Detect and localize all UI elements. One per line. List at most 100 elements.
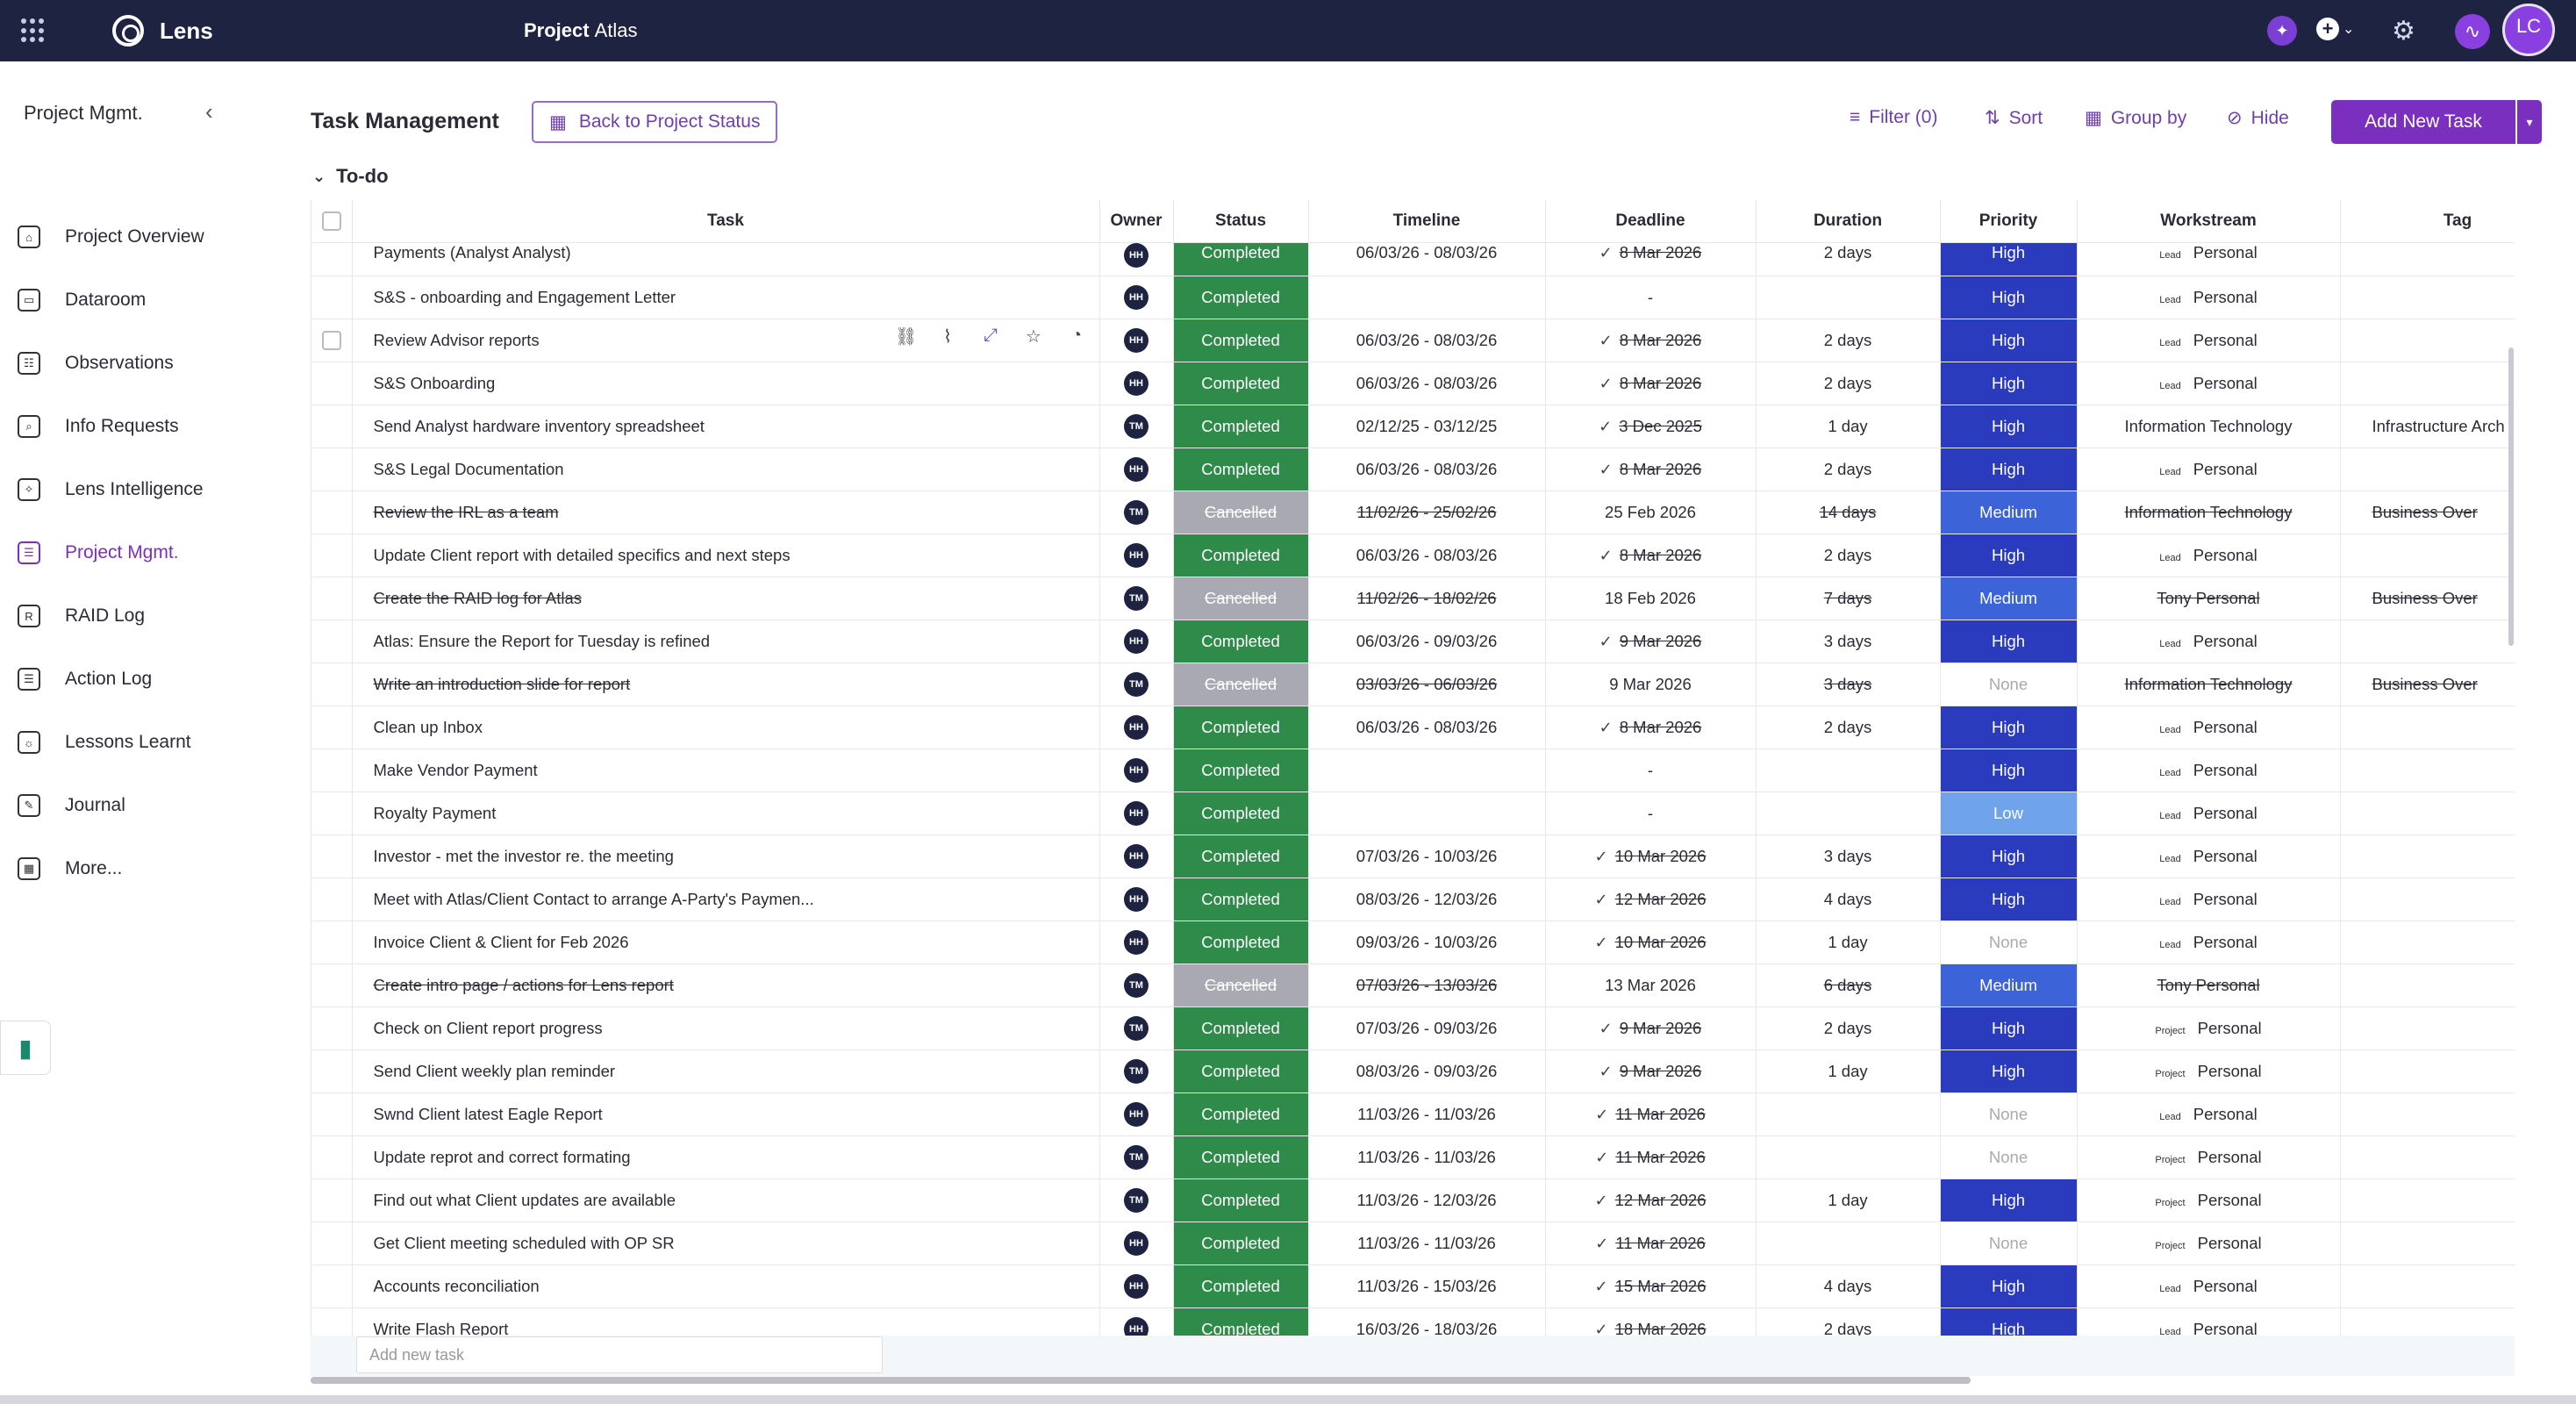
back-to-project-status-button[interactable]: ▦ Back to Project Status [532,101,778,143]
row-select-cell[interactable] [311,1264,353,1308]
tag-cell[interactable] [2340,1092,2515,1136]
row-select-cell[interactable] [311,878,353,921]
workstream-cell[interactable]: Lead Personal [2077,1307,2341,1336]
owner-cell[interactable]: HH [1099,749,1174,792]
task-name-cell[interactable]: Review the IRL as a team [352,491,1100,534]
status-cell[interactable]: Completed [1173,405,1309,448]
status-cell[interactable]: Completed [1173,1307,1309,1336]
priority-cell[interactable]: High [1940,405,2078,448]
task-name-cell[interactable]: Update Client report with detailed speci… [352,534,1100,577]
tag-cell[interactable] [2340,276,2515,319]
priority-cell[interactable]: High [1940,242,2078,276]
timeline-cell[interactable]: 06/03/26 - 08/03/26 [1308,706,1546,749]
owner-cell[interactable]: HH [1099,706,1174,749]
timeline-cell[interactable]: 11/03/26 - 11/03/26 [1308,1092,1546,1136]
group-by-button[interactable]: ▦ Group by [2085,107,2186,129]
timeline-cell[interactable]: 08/03/26 - 09/03/26 [1308,1049,1546,1093]
owner-cell[interactable]: HH [1099,1307,1174,1336]
sort-button[interactable]: ⇅ Sort [1985,107,2043,129]
workstream-cell[interactable]: Information Technology [2077,663,2341,706]
column-header-tag[interactable]: Tag [2340,200,2515,243]
task-name-cell[interactable]: Create intro page / actions for Lens rep… [352,963,1100,1007]
add-new-task-button[interactable]: Add New Task [2331,100,2515,144]
comment-icon[interactable]: ◔ [1070,326,1083,345]
workstream-cell[interactable]: Lead Personal [2077,534,2341,577]
priority-cell[interactable]: High [1940,319,2078,362]
workstream-cell[interactable]: Project Personal [2077,1221,2341,1265]
priority-cell[interactable]: High [1940,749,2078,792]
task-name-cell[interactable]: Find out what Client updates are availab… [352,1178,1100,1222]
tag-cell[interactable] [2340,792,2515,835]
workstream-cell[interactable]: Lead Personal [2077,242,2341,276]
status-cell[interactable]: Completed [1173,878,1309,921]
status-cell[interactable]: Completed [1173,448,1309,491]
table-row[interactable]: S&S Onboarding HH Completed 06/03/26 - 08/0… [311,362,2515,405]
timeline-cell[interactable]: 06/03/26 - 08/03/26 [1308,319,1546,362]
priority-cell[interactable]: High [1940,276,2078,319]
table-row[interactable]: Invoice Client & Client for Feb 2026 HH Co… [311,920,2515,964]
status-cell[interactable]: Completed [1173,1135,1309,1179]
table-row[interactable]: Investor - met the investor re. the meet… [311,835,2515,878]
owner-cell[interactable]: TM [1099,577,1174,620]
task-name-cell[interactable]: Write Flash Report [352,1307,1100,1336]
tag-cell[interactable] [2340,448,2515,491]
timeline-cell[interactable]: 06/03/26 - 08/03/26 [1308,362,1546,405]
table-row[interactable]: Send Client weekly plan reminder TM Comple… [311,1049,2515,1093]
table-row[interactable]: S&S - onboarding and Engagement Letter HH… [311,276,2515,319]
workstream-cell[interactable]: Lead Personal [2077,920,2341,964]
deadline-cell[interactable]: - [1545,792,1757,835]
add-new-task-input[interactable]: Add new task [356,1336,883,1373]
lens-logo[interactable]: Lens [112,15,213,47]
priority-cell[interactable]: Low [1940,792,2078,835]
row-select-cell[interactable] [311,1006,353,1050]
tag-cell[interactable]: Business Over [2340,663,2515,706]
deadline-cell[interactable]: ✓ 12 Mar 2026 [1545,1178,1757,1222]
row-select-cell[interactable] [311,749,353,792]
timeline-cell[interactable] [1308,792,1546,835]
tag-cell[interactable] [2340,534,2515,577]
owner-cell[interactable]: HH [1099,835,1174,878]
app-grid-icon[interactable] [21,18,46,43]
row-select-cell[interactable] [311,362,353,405]
row-select-cell[interactable] [311,405,353,448]
deadline-cell[interactable]: 18 Feb 2026 [1545,577,1757,620]
workstream-cell[interactable]: Lead Personal [2077,620,2341,663]
table-row[interactable]: Make Vendor Payment HH Completed - High Lead P… [311,749,2515,792]
workstream-cell[interactable]: Project Personal [2077,1135,2341,1179]
status-cell[interactable]: Cancelled [1173,963,1309,1007]
priority-cell[interactable]: High [1940,1006,2078,1050]
task-name-cell[interactable]: Accounts reconciliation [352,1264,1100,1308]
row-select-cell[interactable] [311,491,353,534]
tag-cell[interactable] [2340,319,2515,362]
workstream-cell[interactable]: Tony Personal [2077,577,2341,620]
owner-cell[interactable]: TM [1099,1135,1174,1179]
select-all-cell[interactable] [311,200,353,243]
task-name-cell[interactable]: Check on Client report progress [352,1006,1100,1050]
status-cell[interactable]: Cancelled [1173,491,1309,534]
owner-cell[interactable]: HH [1099,362,1174,405]
workstream-cell[interactable]: Information Technology [2077,405,2341,448]
sidebar-item-more[interactable]: ▦ More... [18,857,122,880]
row-select-cell[interactable] [311,448,353,491]
timeline-cell[interactable]: 06/03/26 - 08/03/26 [1308,448,1546,491]
column-header-workstream[interactable]: Workstream [2077,200,2341,243]
row-select-cell[interactable] [311,242,353,276]
column-header-owner[interactable]: Owner [1099,200,1174,243]
table-row[interactable]: Send Analyst hardware inventory spreadsh… [311,405,2515,448]
select-all-checkbox[interactable] [321,211,341,231]
owner-cell[interactable]: TM [1099,1178,1174,1222]
add-task-dropdown-icon[interactable]: ▾ [2517,100,2542,144]
task-name-cell[interactable]: Get Client meeting scheduled with OP SR [352,1221,1100,1265]
deadline-cell[interactable]: ✓ 11 Mar 2026 [1545,1092,1757,1136]
table-row[interactable]: Review Advisor reports HH Completed 06/03/2… [311,319,2515,362]
expand-icon[interactable]: ⤢ [984,326,998,345]
deadline-cell[interactable]: ✓ 15 Mar 2026 [1545,1264,1757,1308]
row-checkbox[interactable] [321,331,341,351]
status-cell[interactable]: Completed [1173,792,1309,835]
tag-cell[interactable] [2340,1006,2515,1050]
sidebar-item-project-mgmt[interactable]: ☰ Project Mgmt. [18,541,179,564]
workstream-cell[interactable]: Tony Personal [2077,963,2341,1007]
deadline-cell[interactable]: ✓ 18 Mar 2026 [1545,1307,1757,1336]
status-cell[interactable]: Completed [1173,1092,1309,1136]
hide-button[interactable]: ⊘ Hide [2227,107,2289,129]
